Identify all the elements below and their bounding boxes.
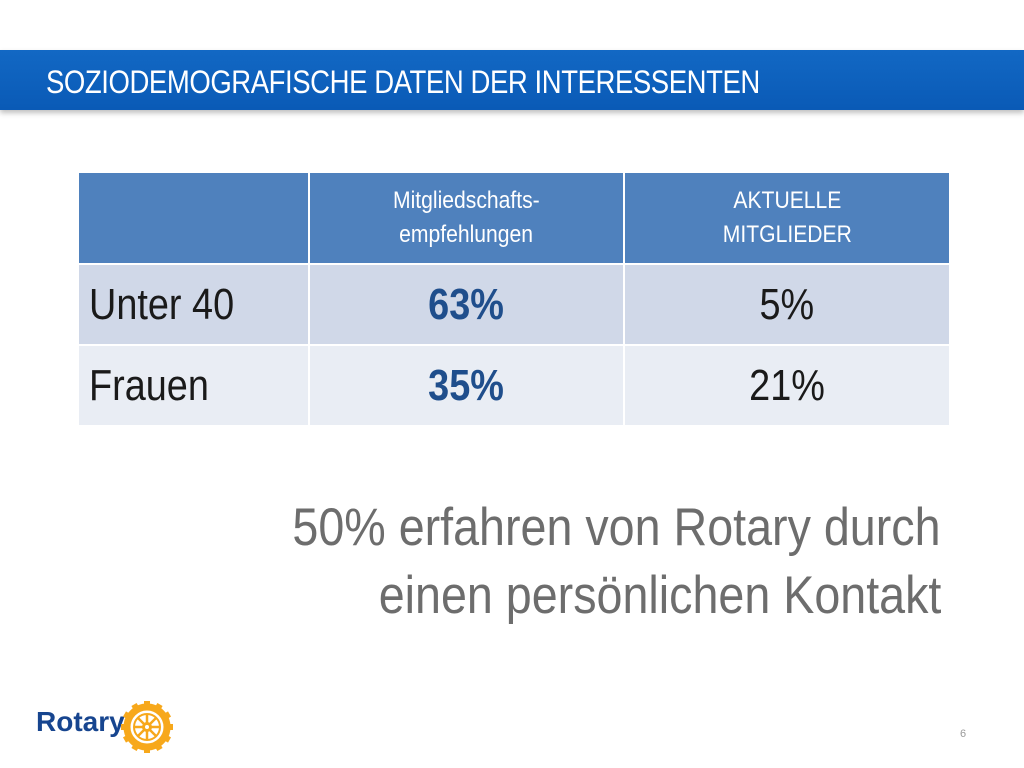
statement-line-1: 50% erfahren von Rotary durch bbox=[292, 498, 941, 557]
current-members-value: 21% bbox=[623, 344, 951, 427]
header-recommendations-line2: empfehlungen bbox=[399, 221, 534, 248]
header-empty-cell bbox=[77, 171, 310, 265]
title-bar: SOZIODEMOGRAFISCHE DATEN DER INTERESSENT… bbox=[0, 50, 1024, 110]
current-members-value: 5% bbox=[623, 263, 951, 346]
demographics-table: Mitgliedschafts- empfehlungen AKTUELLE M… bbox=[77, 171, 951, 427]
statement-line-2: einen persönlichen Kontakt bbox=[378, 566, 941, 625]
table-header-row: Mitgliedschafts- empfehlungen AKTUELLE M… bbox=[77, 171, 951, 265]
key-statement: 50% erfahren von Rotary durch einen pers… bbox=[181, 494, 941, 630]
recommendations-value: 63% bbox=[308, 263, 625, 346]
row-label: Unter 40 bbox=[77, 263, 310, 346]
slide-title: SOZIODEMOGRAFISCHE DATEN DER INTERESSENT… bbox=[46, 64, 760, 100]
header-current-members: AKTUELLE MITGLIEDER bbox=[623, 171, 951, 265]
header-current-members-line1: AKTUELLE bbox=[733, 187, 841, 214]
table-row: Frauen 35% 21% bbox=[77, 344, 951, 427]
recommendations-value: 35% bbox=[308, 344, 625, 427]
row-label-text: Frauen bbox=[89, 360, 209, 410]
header-recommendations-line1: Mitgliedschafts- bbox=[393, 187, 540, 214]
row-label: Frauen bbox=[77, 344, 310, 427]
rotary-wheel-icon bbox=[121, 701, 173, 753]
table-row: Unter 40 63% 5% bbox=[77, 263, 951, 346]
page-number: 6 bbox=[960, 728, 967, 740]
rotary-wordmark: Rotary bbox=[36, 706, 125, 737]
rotary-logo: Rotary bbox=[36, 700, 176, 753]
header-recommendations: Mitgliedschafts- empfehlungen bbox=[308, 171, 625, 265]
header-current-members-line2: MITGLIEDER bbox=[722, 221, 852, 248]
recommendations-value-text: 35% bbox=[428, 360, 505, 410]
row-label-text: Unter 40 bbox=[89, 279, 235, 329]
recommendations-value-text: 63% bbox=[428, 279, 505, 329]
current-members-value-text: 5% bbox=[759, 279, 815, 329]
current-members-value-text: 21% bbox=[749, 360, 825, 410]
